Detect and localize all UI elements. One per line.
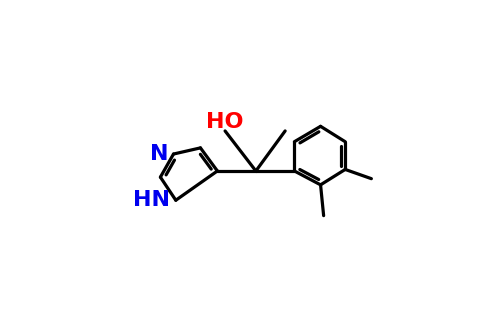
Text: HN: HN <box>132 190 169 210</box>
Text: N: N <box>149 144 168 164</box>
Text: HO: HO <box>206 112 243 132</box>
